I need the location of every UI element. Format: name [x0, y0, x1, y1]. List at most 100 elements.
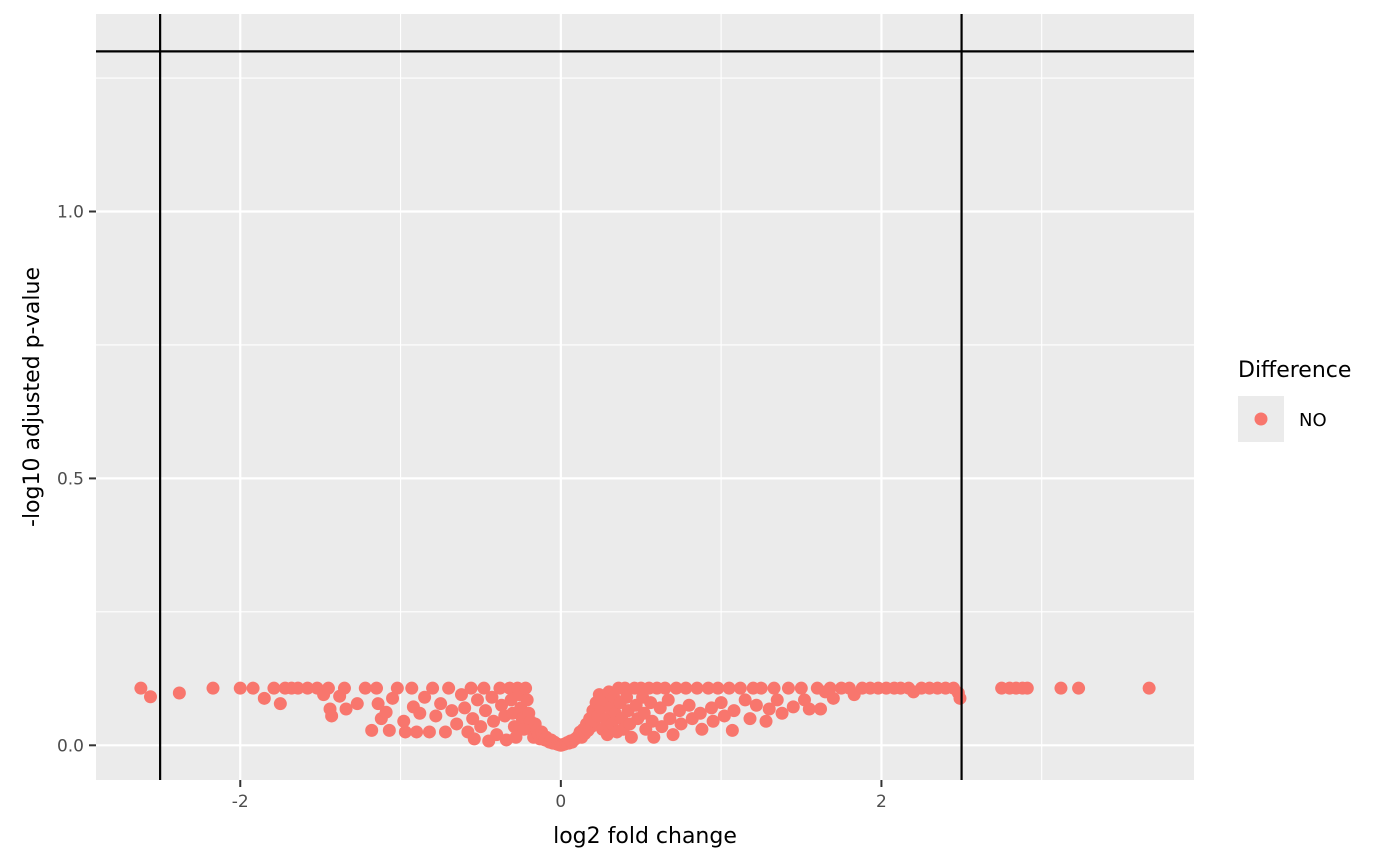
data-point	[487, 714, 501, 728]
data-point	[464, 681, 478, 695]
data-point	[733, 681, 747, 695]
data-point	[655, 720, 669, 734]
data-point	[365, 723, 379, 737]
data-point	[509, 730, 523, 744]
data-point	[767, 681, 781, 695]
data-point	[206, 681, 220, 695]
legend-label-no: NO	[1299, 410, 1327, 431]
data-point	[172, 686, 186, 700]
x-axis-title: log2 fold change	[553, 824, 737, 849]
data-point	[422, 725, 436, 739]
data-point	[1020, 681, 1034, 695]
data-point	[350, 697, 364, 711]
data-point	[426, 681, 440, 695]
data-point	[645, 714, 659, 728]
data-point	[738, 693, 752, 707]
data-point	[519, 681, 533, 695]
plot-panel	[96, 14, 1194, 780]
data-point	[1072, 681, 1086, 695]
data-point	[358, 681, 372, 695]
data-point	[695, 722, 709, 736]
data-point	[749, 698, 763, 712]
data-point	[413, 706, 427, 720]
data-point	[759, 714, 773, 728]
data-point	[775, 706, 789, 720]
data-point	[762, 702, 776, 716]
data-points	[134, 681, 1156, 752]
data-point	[1054, 681, 1068, 695]
data-point	[371, 697, 385, 711]
data-point	[693, 706, 707, 720]
data-point	[405, 681, 419, 695]
data-point	[337, 681, 351, 695]
x-tick-label: 2	[876, 792, 887, 812]
data-point	[706, 714, 720, 728]
data-point	[390, 681, 404, 695]
data-point	[321, 681, 335, 695]
data-point	[477, 681, 491, 695]
data-point	[379, 705, 393, 719]
data-point	[382, 723, 396, 737]
data-point	[682, 698, 696, 712]
data-point	[661, 693, 675, 707]
data-point	[493, 681, 507, 695]
data-point	[370, 681, 384, 695]
data-point	[658, 681, 672, 695]
data-point	[325, 709, 339, 723]
y-tick-label: 0.5	[57, 469, 84, 489]
legend-title: Difference	[1238, 358, 1351, 383]
data-point	[690, 681, 704, 695]
data-point	[701, 681, 715, 695]
data-point	[705, 701, 719, 715]
legend-key-point	[1254, 412, 1268, 426]
data-point	[470, 693, 484, 707]
data-point	[672, 704, 686, 718]
data-point	[418, 690, 432, 704]
data-point	[485, 690, 499, 704]
data-point	[674, 717, 688, 731]
data-point	[474, 720, 488, 734]
data-point	[246, 681, 260, 695]
data-point	[479, 704, 493, 718]
data-point	[520, 693, 534, 707]
data-point	[711, 681, 725, 695]
data-point	[620, 690, 634, 704]
data-point	[717, 709, 731, 723]
data-point	[624, 730, 638, 744]
data-point	[794, 681, 808, 695]
data-point	[823, 681, 837, 695]
data-point	[454, 688, 468, 702]
data-point	[666, 728, 680, 742]
data-point	[725, 723, 739, 737]
data-point	[814, 702, 828, 716]
data-point	[679, 681, 693, 695]
data-point	[434, 697, 448, 711]
data-point	[445, 704, 459, 718]
data-point	[953, 691, 967, 705]
data-point	[754, 681, 768, 695]
data-point	[770, 693, 784, 707]
data-point	[663, 712, 677, 726]
data-point	[802, 702, 816, 716]
data-point	[653, 701, 667, 715]
data-point	[786, 700, 800, 714]
data-point	[722, 681, 736, 695]
data-point	[429, 709, 443, 723]
data-point	[458, 701, 472, 715]
data-point	[743, 712, 757, 726]
y-tick-label: 0.0	[57, 736, 84, 756]
data-point	[450, 717, 464, 731]
data-point	[467, 732, 481, 746]
data-point	[397, 714, 411, 728]
data-point	[647, 730, 661, 744]
data-point	[714, 696, 728, 710]
minor-gridlines	[79, 14, 1194, 780]
major-gridlines	[96, 14, 1194, 780]
data-point	[490, 728, 504, 742]
y-axis-ticks: 0.0 0.5 1.0	[57, 203, 96, 756]
data-point	[291, 681, 305, 695]
data-point	[386, 691, 400, 705]
data-point	[398, 725, 412, 739]
data-point	[257, 691, 271, 705]
